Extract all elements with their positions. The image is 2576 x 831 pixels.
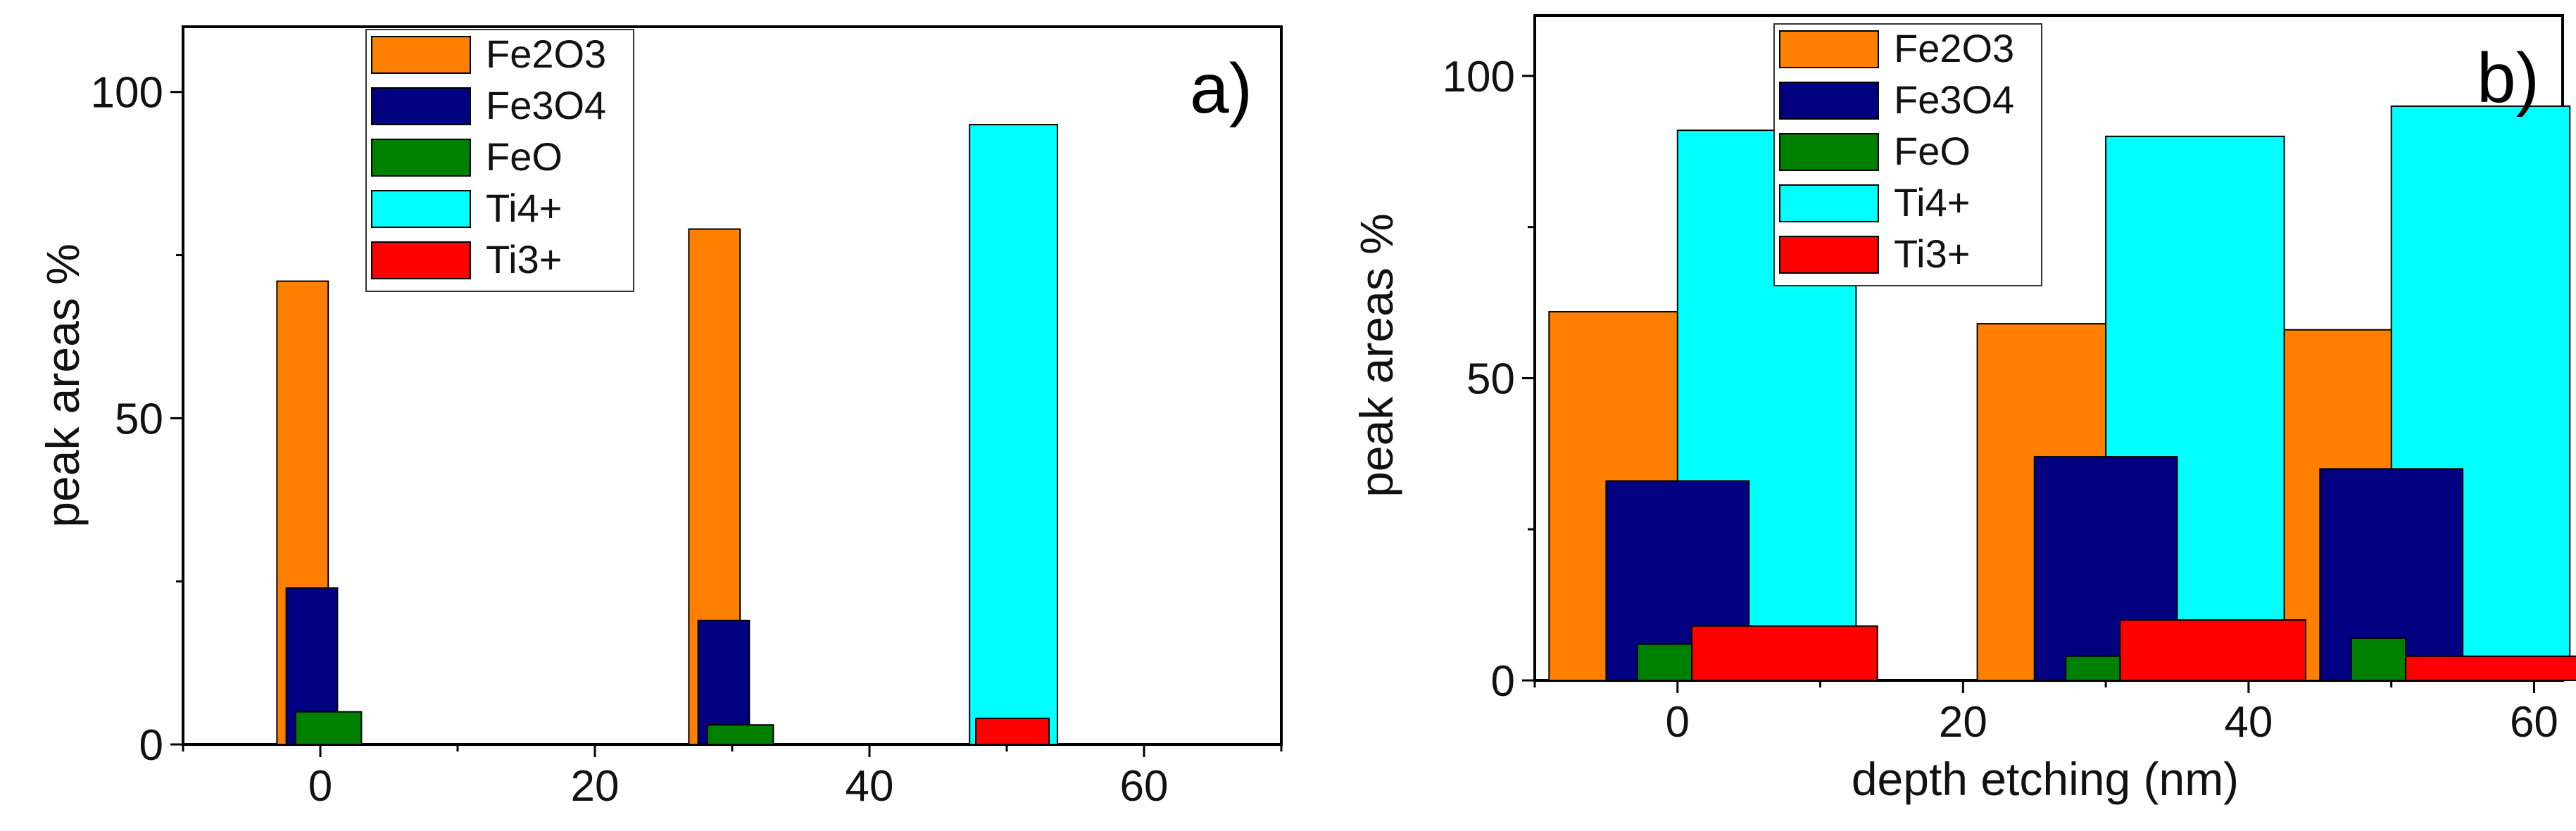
y-tick-label-b-50: 50 [1466,355,1515,403]
legend-swatch-b-ti4plus [1779,184,1879,222]
panel-a-chart: 0 20 40 60 0 50 100 peak areas % a) Fe2O3 Fe3O4… [37,25,1283,811]
x-tick-label-b-40: 40 [2224,698,2273,747]
panel-b-label: b) [2477,39,2539,118]
bar-b-feo-30 [2065,655,2121,681]
legend-label-a-fe2o3: Fe2O3 [486,32,606,76]
bar-a-ti3plus-50 [975,717,1050,746]
bar-b-feo-0 [1637,643,1693,681]
legend-swatch-a-fe3o4 [371,87,471,125]
legend-label-b-feo: FeO [1894,129,1971,173]
y-tick-label-a-100: 100 [91,69,163,118]
y-tick-label-b-0: 0 [1491,657,1515,706]
y-tick-label-b-100: 100 [1443,53,1515,101]
x-tick-label-b-20: 20 [1939,698,1987,747]
bar-b-ti3plus-0 [1691,625,1878,682]
x-tick-label-a-40: 40 [846,762,894,811]
panel-a-ticks: 0 20 40 60 0 50 100 [91,69,1283,811]
bar-b-ti3plus-30 [2119,619,2306,681]
bar-b-feo-50 [2350,637,2406,682]
legend-label-b-fe3o4: Fe3O4 [1894,77,2014,122]
legend-label-b-ti3plus: Ti3+ [1894,231,1970,276]
panel-a-y-axis-title: peak areas % [37,243,89,528]
legend-swatch-b-fe3o4 [1779,82,1879,120]
legend-label-a-ti4plus: Ti4+ [486,186,562,230]
panel-a-label: a) [1190,49,1252,128]
x-tick-label-a-20: 20 [571,762,620,811]
x-tick-label-b-0: 0 [1666,698,1690,747]
bar-a-feo-30 [706,724,774,745]
legend-label-a-ti3plus: Ti3+ [486,237,562,281]
panel-b-chart: 0 20 40 60 0 50 100 peak areas % depth etching… [1350,14,2576,805]
y-tick-label-a-50: 50 [115,395,163,443]
panel-a-bars [276,124,1058,746]
legend-swatch-b-feo [1779,133,1879,171]
panel-a-legend: Fe2O3 Fe3O4 FeO Ti4+ Ti3+ [365,29,634,292]
bar-a-feo-0 [294,711,363,745]
legend-label-b-ti4plus: Ti4+ [1894,180,1970,224]
panel-b-x-axis-title: depth etching (nm) [1852,753,2239,805]
y-tick-label-a-0: 0 [139,721,163,770]
x-tick-label-a-60: 60 [1120,762,1169,811]
panel-b-bars [1548,105,2576,682]
legend-swatch-a-ti3plus [371,241,471,279]
legend-swatch-b-fe2o3 [1779,30,1879,68]
panel-b-y-axis-title: peak areas % [1350,213,1402,497]
legend-label-b-fe2o3: Fe2O3 [1894,26,2014,70]
panel-b-ticks: 0 20 40 60 0 50 100 [1443,53,2558,747]
bar-a-ti4plus-50 [969,124,1058,746]
bar-b-ti3plus-50 [2404,655,2576,681]
x-tick-label-a-0: 0 [308,762,332,811]
x-tick-label-b-60: 60 [2510,698,2558,747]
legend-swatch-a-ti4plus [371,190,471,228]
legend-label-a-feo: FeO [486,134,563,179]
panel-b-legend: Fe2O3 Fe3O4 FeO Ti4+ Ti3+ [1773,23,2042,286]
legend-swatch-a-feo [371,139,471,177]
legend-swatch-b-ti3plus [1779,236,1879,274]
legend-swatch-a-fe2o3 [371,36,471,74]
legend-label-a-fe3o4: Fe3O4 [486,83,606,127]
